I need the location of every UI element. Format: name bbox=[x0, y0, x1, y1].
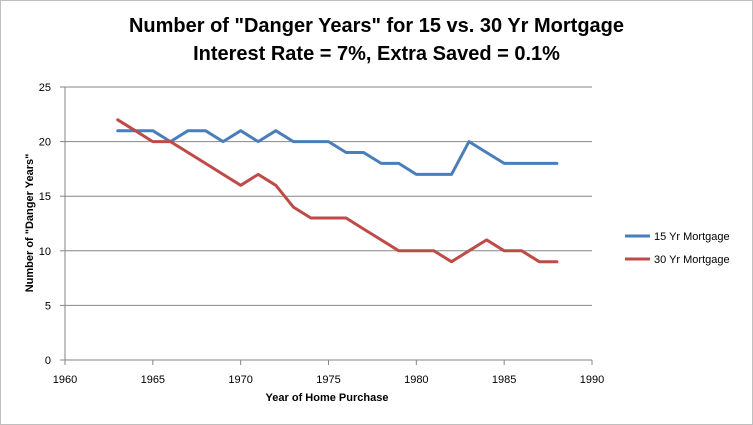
y-tick-label: 0 bbox=[45, 355, 51, 367]
x-tick-label: 1980 bbox=[404, 374, 428, 386]
x-tick-label: 1960 bbox=[53, 374, 77, 386]
legend: 15 Yr Mortgage 30 Yr Mortgage bbox=[625, 231, 730, 266]
x-tick-label: 1985 bbox=[492, 374, 516, 386]
chart-subtitle: Interest Rate = 7%, Extra Saved = 0.1% bbox=[193, 43, 560, 65]
series-line-1 bbox=[116, 129, 559, 176]
y-tick-label: 10 bbox=[39, 246, 51, 258]
legend-label-1: 15 Yr Mortgage bbox=[654, 231, 730, 243]
y-tick-label: 5 bbox=[45, 300, 51, 312]
axes bbox=[60, 86, 593, 365]
x-tick-label: 1965 bbox=[141, 374, 165, 386]
y-tick-labels: 0 5 10 15 20 25 bbox=[39, 82, 51, 367]
legend-label-2: 30 Yr Mortgage bbox=[654, 254, 730, 266]
series-lines bbox=[116, 118, 559, 264]
y-tick-label: 20 bbox=[39, 137, 51, 149]
x-tick-label: 1990 bbox=[580, 374, 604, 386]
y-tick-label: 15 bbox=[39, 191, 51, 203]
chart-title: Number of "Danger Years" for 15 vs. 30 Y… bbox=[128, 15, 625, 37]
chart-title-block: Number of "Danger Years" for 15 vs. 30 Y… bbox=[0, 12, 753, 68]
x-tick-labels: 1960 1965 1970 1975 1980 1985 1990 bbox=[53, 374, 604, 386]
series-line-2 bbox=[116, 118, 559, 264]
y-tick-label: 25 bbox=[39, 82, 51, 94]
x-tick-label: 1975 bbox=[316, 374, 340, 386]
x-axis-title: Year of Home Purchase bbox=[266, 392, 389, 404]
gridlines bbox=[65, 86, 592, 306]
y-axis-title: Number of "Danger Years" bbox=[24, 154, 36, 293]
x-tick-label: 1970 bbox=[228, 374, 252, 386]
